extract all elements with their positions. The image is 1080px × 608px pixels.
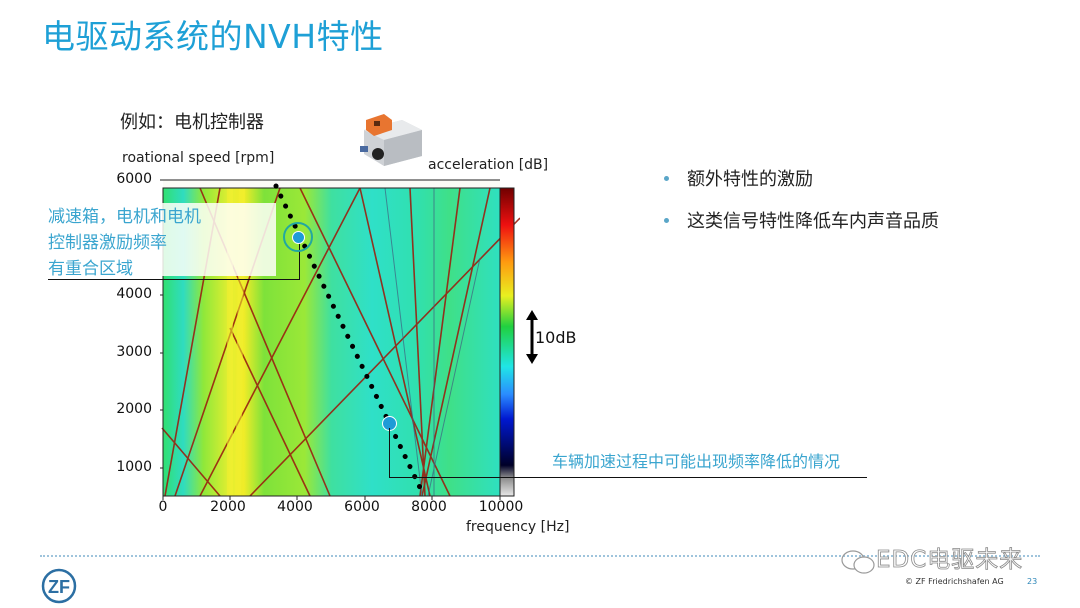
colorbar-label: acceleration [dB] [428,157,549,173]
x-tick-10000: 10000 [478,499,524,515]
y-tick-4000: 4000 [116,286,152,302]
x-tick-4000: 4000 [277,499,313,515]
zf-logo-icon: ZF [41,568,77,604]
y-tick-3000: 3000 [116,344,152,360]
decrease-callout: 车辆加速过程中可能出现频率降低的情况 [552,452,841,471]
watermark: EDC电驱未来 [840,540,1023,574]
bullet-text: 这类信号特性降低车内声音品质 [687,211,939,232]
overlap-leader-line [48,279,300,280]
bullet-text: 额外特性的激励 [687,169,813,190]
x-tick-8000: 8000 [411,499,447,515]
overlap-callout-box [162,203,276,276]
overlap-highlight-ring [283,222,313,252]
bullet-item: 这类信号特性降低车内声音品质 [664,199,939,241]
slide-title: 电驱动系统的NVH特性 [42,17,384,56]
y-axis-label: roational speed [rpm] [122,150,275,166]
overlap-callout-line-3: 有重合区域 [48,259,133,279]
bullet-item: 额外特性的激励 [664,157,939,199]
footer-divider [40,555,1040,557]
y-tick-2000: 2000 [116,401,152,417]
colorbar-10db-label: 10dB [535,328,577,347]
overlap-callout-line-1: 减速箱，电机和电机 [48,207,201,227]
copyright: © ZF Friedrichshafen AG [905,577,1004,586]
decrease-leader-line [389,477,867,478]
x-tick-0: 0 [158,499,168,515]
x-tick-2000: 2000 [210,499,246,515]
overlap-leader-line-vertical [299,240,300,280]
double-arrow-icon [526,310,538,364]
overlap-callout: 减速箱，电机和电机 控制器激励频率 有重合区域 [48,204,201,282]
overlap-highlight-point [292,231,305,244]
motor-controller-image [350,108,430,168]
y-tick-1000: 1000 [116,459,152,475]
svg-text:ZF: ZF [48,577,70,597]
wechat-icon [840,549,876,574]
bullet-dot-icon [664,217,669,223]
decrease-leader-line-vertical [389,428,390,477]
overlap-callout-line-2: 控制器激励频率 [48,233,167,253]
x-tick-6000: 6000 [344,499,380,515]
watermark-text: EDC电驱未来 [876,547,1024,574]
y-tick-6000: 6000 [116,171,152,187]
bullet-dot-icon [664,175,669,181]
example-label: 例如：电机控制器 [120,112,264,133]
x-axis-label: frequency [Hz] [466,519,570,535]
bullet-list: 额外特性的激励 这类信号特性降低车内声音品质 [664,157,939,241]
page-number: 23 [1027,577,1038,586]
